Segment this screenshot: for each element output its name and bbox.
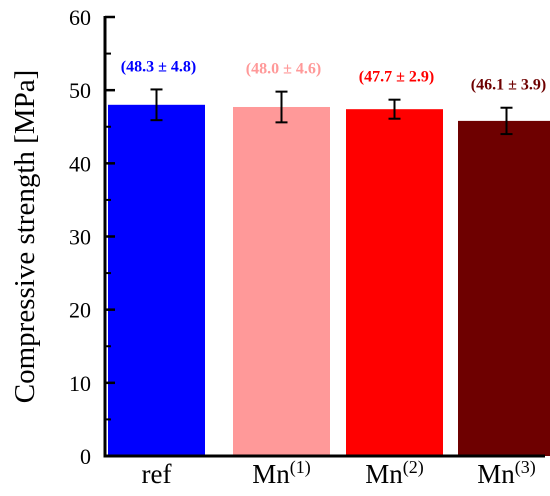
- y-axis-label: Compressive strength [MPa]: [9, 70, 41, 403]
- y-tick-label: 50: [69, 78, 91, 103]
- bar: [108, 104, 205, 457]
- data-labels-group: (48.3 ± 4.8) (48.0 ± 4.6) (47.7 ± 2.9) (46.…: [121, 58, 546, 93]
- data-label: (46.1 ± 3.9): [471, 77, 546, 94]
- y-tick-label: 20: [69, 298, 91, 323]
- bars-group: [108, 104, 550, 457]
- y-tick-label: 0: [80, 444, 91, 469]
- y-tick-label: 30: [69, 225, 91, 250]
- data-label: (47.7 ± 2.9): [359, 69, 434, 86]
- y-tick-label: 40: [69, 151, 91, 176]
- x-tick-label: Mn(2): [365, 457, 424, 489]
- data-label: (48.0 ± 4.6): [246, 61, 321, 78]
- y-tick-label: 10: [69, 371, 91, 396]
- data-label: (48.3 ± 4.8): [121, 58, 196, 75]
- y-tick-label: 60: [69, 5, 91, 30]
- bar: [233, 106, 330, 457]
- x-tick-label: Mn(1): [252, 457, 311, 489]
- x-tick-label: ref: [142, 459, 172, 489]
- y-ticks-group: 0 10 20 30 40 50 60: [69, 5, 115, 469]
- bar: [458, 120, 550, 456]
- error-bars-group: [150, 88, 513, 136]
- x-tick-label: Mn(3): [477, 457, 536, 489]
- x-labels-group: ref Mn(1) Mn(2) Mn(3): [142, 457, 536, 489]
- bar: [346, 109, 443, 456]
